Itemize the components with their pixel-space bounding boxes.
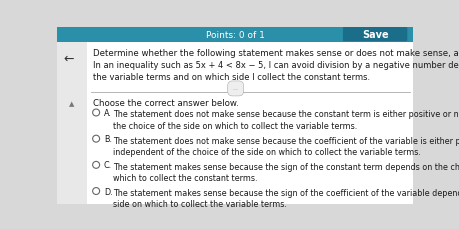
Text: B.: B. — [104, 135, 112, 144]
Text: ···: ··· — [233, 87, 239, 92]
Bar — [57, 27, 413, 42]
Text: Save: Save — [362, 30, 388, 40]
Text: C.: C. — [104, 161, 112, 170]
Text: Determine whether the following statement makes sense or does not make sense, an: Determine whether the following statemen… — [93, 49, 459, 57]
Text: Points: 0 of 1: Points: 0 of 1 — [206, 30, 265, 39]
Text: ▲: ▲ — [69, 101, 74, 107]
Text: The statement does not make sense because the coefficient of the variable is eit: The statement does not make sense becaus… — [113, 136, 459, 156]
FancyBboxPatch shape — [343, 28, 407, 42]
Text: A.: A. — [104, 109, 112, 117]
Text: The statement makes sense because the sign of the constant term depends on the c: The statement makes sense because the si… — [113, 162, 459, 182]
Text: D.: D. — [104, 187, 112, 196]
Text: In an inequality such as 5x + 4 < 8x − 5, I can avoid division by a negative num: In an inequality such as 5x + 4 < 8x − 5… — [93, 61, 459, 81]
Text: The statement makes sense because the sign of the coefficient of the variable de: The statement makes sense because the si… — [113, 188, 459, 208]
Text: The statement does not make sense because the constant term is either positive o: The statement does not make sense becaus… — [113, 110, 459, 130]
Text: Choose the correct answer below.: Choose the correct answer below. — [93, 98, 239, 107]
Bar — [57, 42, 87, 204]
Text: ←: ← — [63, 53, 73, 66]
